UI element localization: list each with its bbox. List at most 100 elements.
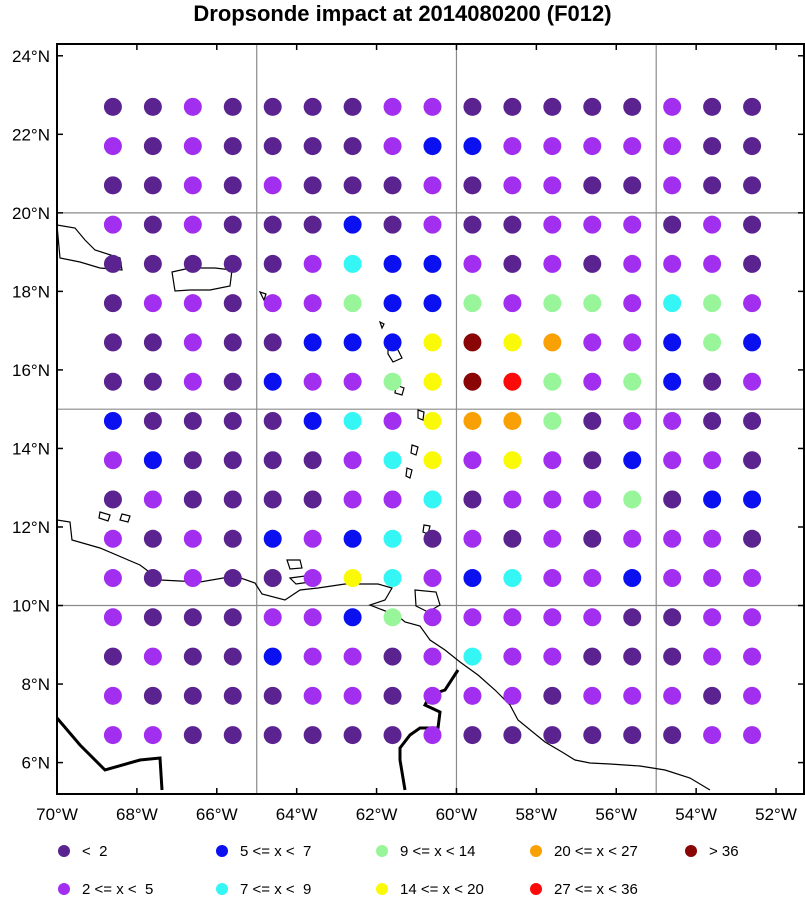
- impact-point: [223, 529, 242, 548]
- impact-point: [583, 254, 602, 273]
- impact-point: [663, 215, 682, 234]
- impact-point: [263, 176, 282, 195]
- impact-point: [743, 176, 762, 195]
- impact-point: [183, 529, 202, 548]
- impact-point: [103, 686, 122, 705]
- impact-point: [583, 490, 602, 509]
- impact-point: [423, 333, 442, 352]
- impact-point: [103, 97, 122, 116]
- impact-point: [103, 451, 122, 470]
- impact-point: [343, 451, 362, 470]
- impact-point: [663, 254, 682, 273]
- impact-point: [183, 569, 202, 588]
- impact-point: [503, 294, 522, 313]
- impact-point: [543, 411, 562, 430]
- impact-point: [303, 569, 322, 588]
- impact-point: [343, 333, 362, 352]
- impact-point: [103, 372, 122, 391]
- impact-point: [383, 451, 402, 470]
- impact-point: [383, 254, 402, 273]
- legend-swatch: [376, 883, 388, 895]
- legend-swatch: [58, 883, 70, 895]
- impact-point: [463, 215, 482, 234]
- legend-swatch: [530, 845, 542, 857]
- impact-point: [623, 569, 642, 588]
- impact-point: [223, 372, 242, 391]
- impact-point: [623, 490, 642, 509]
- impact-point: [383, 176, 402, 195]
- impact-point: [343, 686, 362, 705]
- impact-point: [383, 294, 402, 313]
- impact-point: [623, 411, 642, 430]
- impact-point: [743, 451, 762, 470]
- impact-point: [503, 176, 522, 195]
- impact-point: [543, 529, 562, 548]
- impact-point: [463, 97, 482, 116]
- legend-label: 2 <= x < 5: [82, 880, 154, 898]
- impact-point: [463, 176, 482, 195]
- lon-tick-label: 52°W: [755, 805, 797, 824]
- impact-point: [103, 608, 122, 627]
- impact-point: [423, 529, 442, 548]
- impact-point: [223, 97, 242, 116]
- legend-item: 5 <= x < 7: [216, 840, 311, 862]
- impact-point: [423, 411, 442, 430]
- impact-point: [463, 647, 482, 666]
- impact-point: [143, 608, 162, 627]
- impact-point: [223, 569, 242, 588]
- impact-point: [743, 608, 762, 627]
- impact-point: [303, 294, 322, 313]
- impact-point: [503, 490, 522, 509]
- legend-item: 2 <= x < 5: [58, 878, 153, 900]
- impact-point: [343, 647, 362, 666]
- impact-point: [583, 686, 602, 705]
- impact-point: [743, 372, 762, 391]
- impact-point: [423, 726, 442, 745]
- impact-point: [343, 411, 362, 430]
- impact-point: [103, 333, 122, 352]
- lat-tick-label: 22°N: [12, 125, 50, 144]
- impact-point: [423, 569, 442, 588]
- impact-point: [343, 490, 362, 509]
- impact-point: [383, 490, 402, 509]
- impact-point: [183, 372, 202, 391]
- impact-point: [143, 294, 162, 313]
- impact-point: [703, 97, 722, 116]
- impact-point: [503, 137, 522, 156]
- legend-item: 27 <= x < 36: [530, 878, 638, 900]
- impact-point: [543, 254, 562, 273]
- impact-point: [703, 137, 722, 156]
- impact-point: [663, 411, 682, 430]
- impact-point: [223, 254, 242, 273]
- impact-point: [383, 137, 402, 156]
- lon-tick-label: 62°W: [356, 805, 398, 824]
- impact-point: [703, 490, 722, 509]
- impact-point: [503, 686, 522, 705]
- impact-point: [303, 608, 322, 627]
- impact-point: [303, 254, 322, 273]
- impact-point: [183, 97, 202, 116]
- legend-swatch: [216, 845, 228, 857]
- impact-point: [663, 372, 682, 391]
- impact-point: [543, 372, 562, 391]
- impact-point: [343, 372, 362, 391]
- impact-point: [303, 490, 322, 509]
- impact-point: [223, 686, 242, 705]
- impact-point: [103, 137, 122, 156]
- legend-swatch: [376, 845, 388, 857]
- impact-point: [583, 333, 602, 352]
- impact-point: [543, 451, 562, 470]
- impact-point: [543, 333, 562, 352]
- impact-point: [703, 294, 722, 313]
- impact-point: [623, 686, 642, 705]
- legend: < 2 5 <= x < 7 9 <= x < 14 20 <= x < 27 > 36…: [0, 830, 805, 900]
- impact-point: [663, 569, 682, 588]
- impact-point: [463, 608, 482, 627]
- impact-point: [583, 215, 602, 234]
- impact-point: [383, 333, 402, 352]
- impact-point: [383, 686, 402, 705]
- impact-point: [383, 608, 402, 627]
- impact-point: [423, 451, 442, 470]
- impact-point: [663, 294, 682, 313]
- impact-point: [623, 647, 642, 666]
